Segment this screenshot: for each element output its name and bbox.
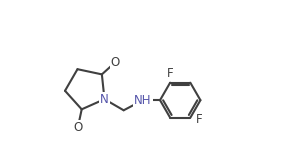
Text: F: F xyxy=(167,67,173,80)
Text: O: O xyxy=(73,121,83,134)
Text: F: F xyxy=(196,113,203,126)
Text: NH: NH xyxy=(134,94,152,107)
Text: N: N xyxy=(100,93,109,106)
Text: O: O xyxy=(111,56,120,69)
